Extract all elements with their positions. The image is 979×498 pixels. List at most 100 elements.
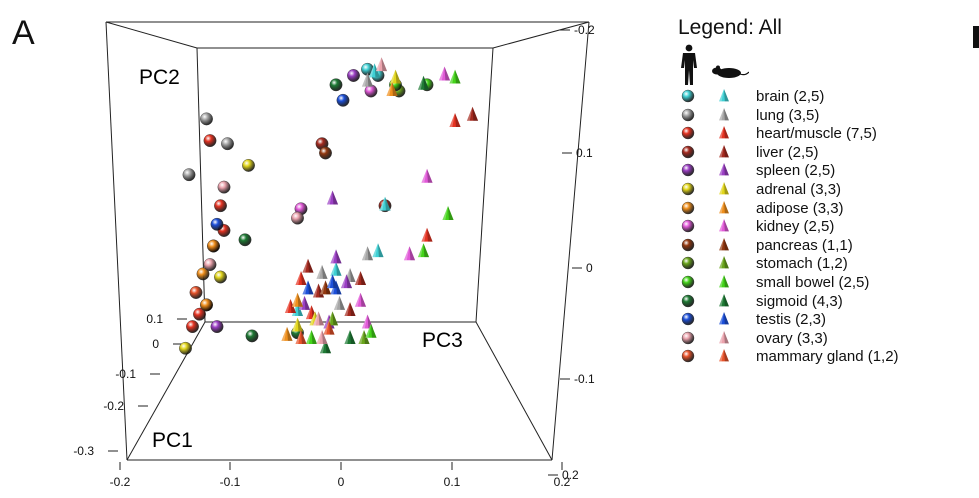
- legend-title: Legend: All: [678, 16, 782, 39]
- legend-cone-marker: [719, 293, 729, 306]
- mouse-sample-point: [361, 72, 374, 87]
- legend-sphere-marker: [681, 294, 695, 307]
- mouse-sample-point: [326, 311, 339, 326]
- mouse-sample-point: [326, 274, 339, 289]
- axis-label-pc1: PC1: [152, 429, 193, 452]
- legend-entry-label: stomach (1,2): [756, 255, 848, 273]
- tick-label-right: 0: [586, 261, 593, 275]
- legend-markers: [681, 126, 729, 140]
- tick-label-right: -0.2: [574, 23, 595, 37]
- legend-cone-marker: [719, 274, 729, 288]
- legend-entry-label: liver (2,5): [756, 143, 819, 161]
- human-sample-point: [319, 146, 332, 160]
- tick-label-bottom: 0: [338, 475, 345, 489]
- human-sample-point: [214, 270, 227, 284]
- legend-cone-marker: [719, 312, 729, 325]
- legend-cone-marker: [719, 256, 729, 269]
- legend-entry-label: lung (3,5): [756, 106, 820, 124]
- box-edge: [105, 21, 128, 461]
- human-sample-point: [196, 267, 210, 281]
- legend-markers: [681, 219, 729, 233]
- mouse-sample-point: [330, 261, 342, 276]
- legend-cone-marker: [719, 144, 729, 158]
- legend-entry: testis (2,3): [676, 311, 976, 330]
- legend-entry-label: kidney (2,5): [756, 218, 835, 236]
- human-sample-point: [242, 158, 255, 172]
- tick-label-bottom: 0.2: [554, 475, 571, 489]
- legend-cone-marker: [719, 126, 729, 139]
- human-sample-point: [207, 239, 220, 253]
- box-edge: [475, 47, 494, 323]
- legend-sphere-marker: [681, 108, 695, 121]
- legend-entry-label: spleen (2,5): [756, 162, 836, 180]
- human-sample-point: [221, 137, 234, 151]
- legend-cone-marker: [719, 163, 729, 176]
- mouse-sample-point: [295, 330, 307, 344]
- mouse-sample-point: [442, 206, 454, 220]
- mouse-sample-point: [354, 292, 367, 307]
- legend-entry: mammary gland (1,2): [676, 348, 976, 367]
- mouse-sample-point: [295, 271, 307, 286]
- mouse-sample-point: [466, 106, 479, 121]
- legend-entry: adipose (3,3): [676, 200, 976, 219]
- tick-label-bottom: -0.1: [220, 475, 241, 489]
- tick-label-left: 0.1: [146, 312, 163, 326]
- legend-markers: [681, 163, 729, 177]
- legend-sphere-marker: [681, 182, 695, 196]
- human-silhouette-icon: [681, 44, 697, 85]
- human-sample-point: [336, 93, 350, 107]
- axis-ticks: -0.2 -0.1 0 0.1 0.2 0.1 0 -0.1 -0.2 -0.3 -0.2 0.1 0 -…: [73, 23, 595, 489]
- legend-entry-label: adipose (3,3): [756, 199, 844, 217]
- tick-label-bottom: -0.2: [110, 475, 131, 489]
- legend-markers: [681, 144, 729, 158]
- legend-entry: adrenal (3,3): [676, 181, 976, 200]
- tick-label-left: 0: [152, 337, 159, 351]
- legend-sphere-marker: [681, 89, 695, 103]
- mouse-sample-point: [372, 243, 384, 258]
- legend-cone-marker: [719, 200, 729, 213]
- legend-markers: [681, 237, 729, 251]
- legend-cone-marker: [719, 107, 729, 120]
- legend-entries: brain (2,5) lung (3,5) heart/muscle (7,5) l…: [676, 88, 976, 367]
- legend-markers: [681, 274, 729, 289]
- mouse-sample-point: [365, 323, 377, 338]
- box-edge: [475, 321, 553, 461]
- mouse-sample-point: [361, 246, 374, 261]
- mouse-sample-point: [305, 330, 318, 344]
- mouse-sample-point: [417, 243, 430, 258]
- mouse-sample-point: [312, 311, 325, 326]
- box-edge: [196, 47, 206, 323]
- tick-label-right: -0.1: [574, 372, 595, 386]
- tick-label-bottom: 0.1: [444, 475, 461, 489]
- mouse-sample-point: [344, 330, 356, 344]
- mouse-sample-point: [281, 326, 293, 341]
- mouse-sample-point: [354, 271, 367, 286]
- legend-markers: [681, 107, 729, 121]
- legend-sphere-marker: [681, 331, 695, 344]
- human-sample-point: [364, 84, 378, 98]
- box-edge: [105, 21, 198, 49]
- legend-markers: [681, 349, 729, 363]
- legend-cone-marker: [719, 237, 729, 251]
- human-sample-point: [179, 341, 192, 355]
- box-edge: [492, 21, 590, 49]
- mouse-sample-point: [326, 190, 339, 205]
- legend-markers: [681, 312, 729, 326]
- legend-entry-label: mammary gland (1,2): [756, 348, 899, 366]
- human-sample-point: [291, 211, 304, 225]
- human-sample-point: [182, 168, 196, 182]
- human-sample-point: [210, 217, 224, 231]
- mouse-sample-point: [421, 168, 433, 183]
- legend-cone-marker: [719, 330, 729, 344]
- legend-sphere-marker: [681, 126, 695, 140]
- legend-cone-marker: [719, 219, 729, 232]
- legend-sphere-marker: [681, 312, 695, 326]
- legend-entry-label: adrenal (3,3): [756, 180, 842, 198]
- legend-cone-marker: [719, 349, 729, 362]
- box-edge: [126, 321, 206, 461]
- legend-sphere-marker: [681, 275, 695, 289]
- human-sample-point: [347, 69, 360, 82]
- tick-label-left: -0.3: [73, 444, 94, 458]
- pca-3d-plot: -0.2 -0.1 0 0.1 0.2 0.1 0 -0.1 -0.2 -0.3 -0.2 0.1 0 -…: [73, 21, 595, 489]
- tick-label-right: 0.1: [576, 146, 593, 160]
